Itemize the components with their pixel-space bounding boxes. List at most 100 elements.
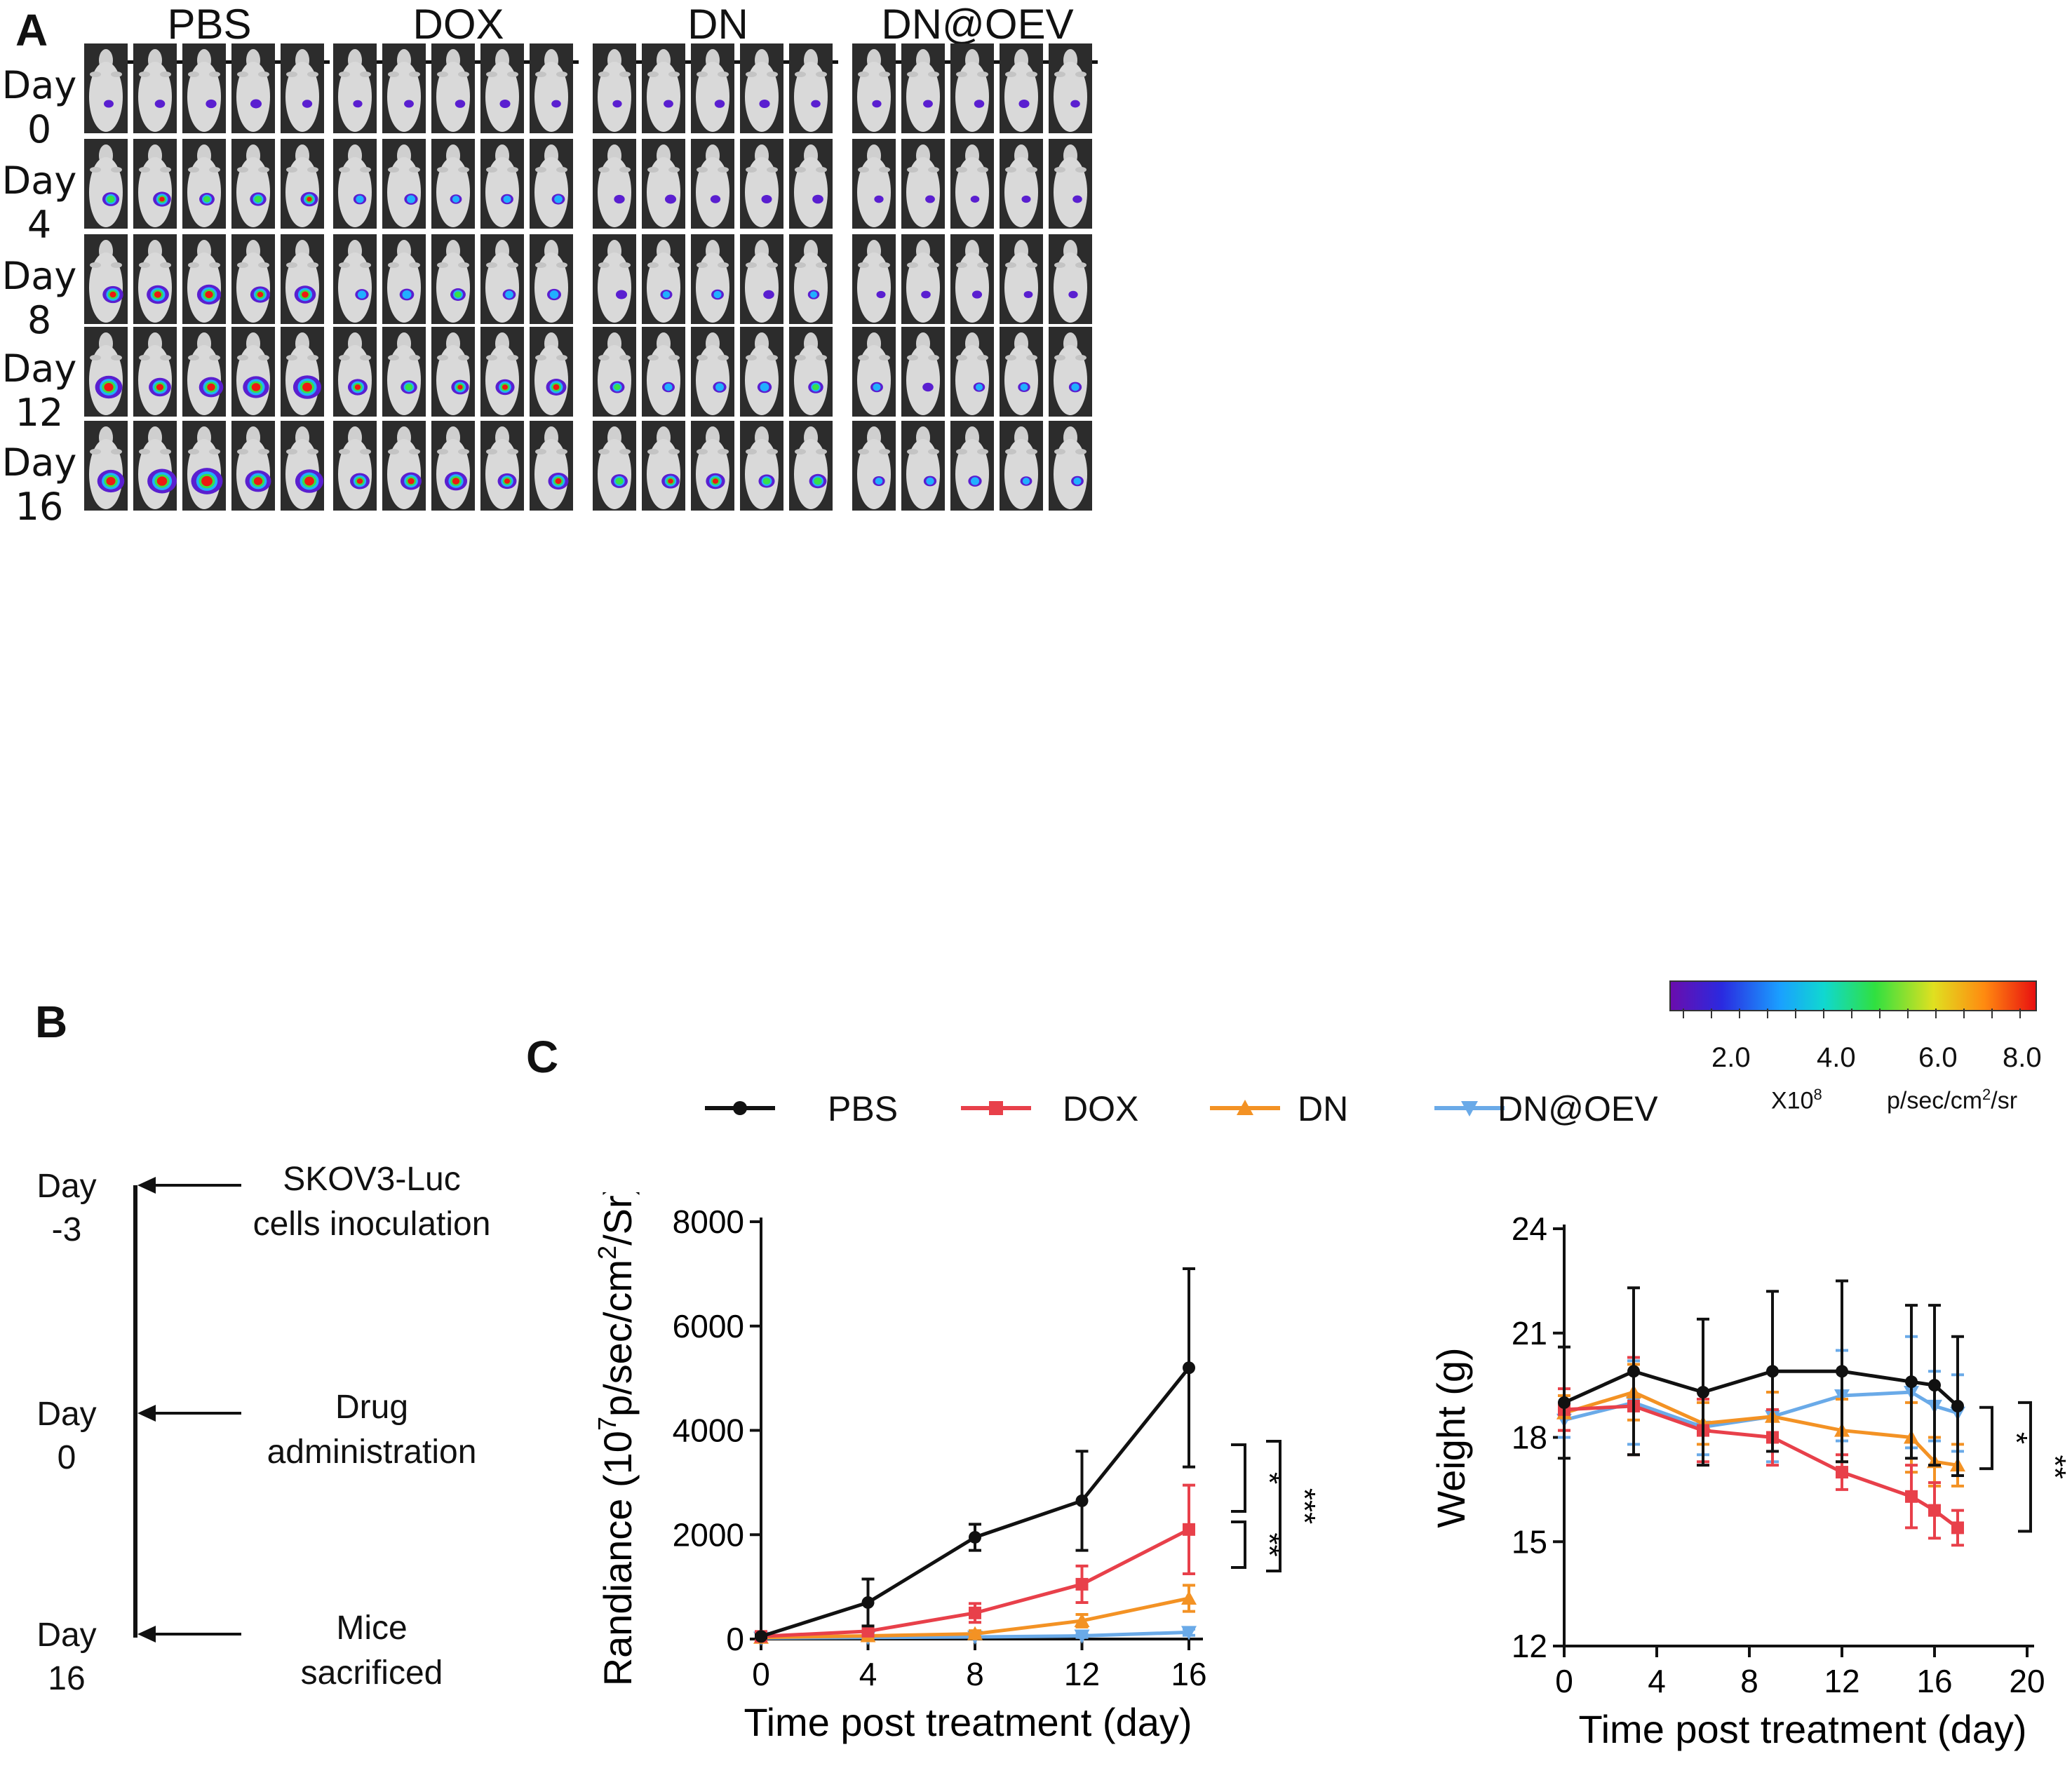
mouse-svg — [187, 332, 224, 415]
tumor-signal-outer — [710, 195, 721, 203]
mouse-body — [857, 157, 891, 227]
mouse-body — [857, 439, 891, 509]
tumor-signal-outer — [974, 100, 985, 108]
mouse-svg — [857, 332, 891, 415]
data-point — [861, 1596, 875, 1609]
mouse-forepaw — [458, 355, 469, 360]
tumor-signal-inner — [203, 196, 210, 203]
mouse-svg — [955, 144, 989, 227]
mouse-forepaw — [307, 449, 318, 454]
mouse-forepaw — [209, 262, 220, 268]
tumor-signal-mid — [975, 384, 983, 391]
mouse-image — [789, 327, 833, 417]
mouse-image — [691, 421, 734, 511]
mouse-svg — [285, 144, 319, 227]
chart-legend: PBS DOX DN DN@OEV — [701, 1080, 1711, 1136]
mouse-forepaw — [928, 449, 939, 454]
mouse-body — [906, 439, 940, 509]
mouse-forepaw — [647, 72, 659, 77]
mouse-forepaw — [977, 262, 988, 268]
mouse-body — [955, 252, 989, 323]
mouse-image — [431, 421, 475, 511]
tumor-signal-core — [205, 290, 213, 299]
mouse-forepaw — [718, 449, 729, 454]
mouse-svg — [387, 144, 421, 227]
mouse-body — [794, 62, 828, 132]
tumor-signal-outer — [1072, 195, 1082, 203]
mouse-forepaw — [388, 355, 399, 360]
mouse-body — [647, 62, 680, 132]
x-tick-label: 20 — [2009, 1663, 2045, 1699]
mouse-forepaw — [507, 167, 518, 173]
mouse-body — [794, 252, 828, 323]
mouse-forepaw — [1005, 72, 1016, 77]
mouse-body — [745, 439, 779, 509]
mouse-forepaw — [668, 355, 680, 360]
timeline-event-line1: Drug — [335, 1389, 409, 1426]
significance-bracket-dox-dnoev — [1231, 1520, 1246, 1569]
data-point — [969, 1530, 981, 1544]
mouse-forepaw — [697, 262, 708, 268]
tumor-signal-mid — [873, 383, 881, 391]
data-point — [969, 1606, 981, 1619]
mouse-image — [480, 421, 524, 511]
mouse-image — [133, 327, 177, 417]
mouse-forepaw — [286, 449, 297, 454]
y-tick-label: 0 — [726, 1621, 744, 1657]
tumor-signal-mid — [356, 195, 364, 203]
mouse-forepaw — [360, 355, 371, 360]
x-tick-label: 0 — [1555, 1663, 1573, 1699]
series-pbs — [1558, 1279, 1964, 1478]
mouse-svg — [436, 240, 470, 323]
mouse-body — [745, 157, 779, 227]
mouse-forepaw — [718, 167, 729, 173]
x-axis-label: Time post treatment (day) — [1578, 1707, 2026, 1751]
mouse-image — [901, 234, 945, 324]
mouse-svg — [745, 240, 779, 323]
y-axis-label-part: Randiance (10 — [596, 1431, 640, 1686]
tumor-signal-outer — [353, 100, 363, 108]
mouse-image — [691, 43, 734, 133]
data-point — [1183, 1361, 1195, 1375]
mouse-body — [906, 62, 940, 132]
data-point — [967, 1626, 983, 1640]
timeline-day-number: -3 — [51, 1211, 82, 1248]
timeline-axis — [133, 1185, 137, 1638]
mouse-forepaw — [956, 262, 967, 268]
mouse-body — [89, 252, 123, 323]
tumor-signal-outer — [250, 99, 262, 109]
mouse-image — [642, 327, 685, 417]
data-point — [1836, 1365, 1848, 1378]
mouse-forepaw — [458, 262, 469, 268]
mouse-svg — [906, 240, 940, 323]
arrow-head — [137, 1626, 156, 1643]
mouse-body — [794, 157, 828, 227]
mouse-body — [436, 345, 470, 415]
tumor-signal-outer — [302, 100, 313, 108]
mouse-forepaw — [858, 167, 869, 173]
mouse-forepaw — [339, 72, 350, 77]
arrow-head — [137, 1177, 156, 1194]
y-axis-label: Randiance (107p/sec/cm2/Sr) — [593, 1192, 640, 1686]
mouse-forepaw — [111, 449, 122, 454]
x-tick-label: 0 — [752, 1656, 770, 1692]
mouse-forepaw — [956, 449, 967, 454]
mouse-image — [691, 327, 734, 417]
mouse-forepaw — [437, 262, 448, 268]
mouse-image — [382, 43, 426, 133]
tumor-signal-outer — [455, 100, 466, 108]
mouse-svg — [338, 49, 372, 132]
mouse-forepaw — [237, 262, 248, 268]
mouse-forepaw — [879, 262, 890, 268]
mouse-forepaw — [160, 262, 171, 268]
series-dn-oev — [1556, 1335, 1965, 1464]
tumor-signal-outer — [714, 100, 725, 108]
panel-b-letter: B — [35, 997, 68, 1047]
mouse-forepaw — [360, 262, 371, 268]
mouse-forepaw — [486, 449, 497, 454]
mouse-forepaw — [668, 72, 680, 77]
mouse-image — [1000, 139, 1043, 229]
mouse-svg — [89, 144, 123, 227]
mouse-forepaw — [1054, 262, 1065, 268]
mouse-forepaw — [286, 355, 297, 360]
